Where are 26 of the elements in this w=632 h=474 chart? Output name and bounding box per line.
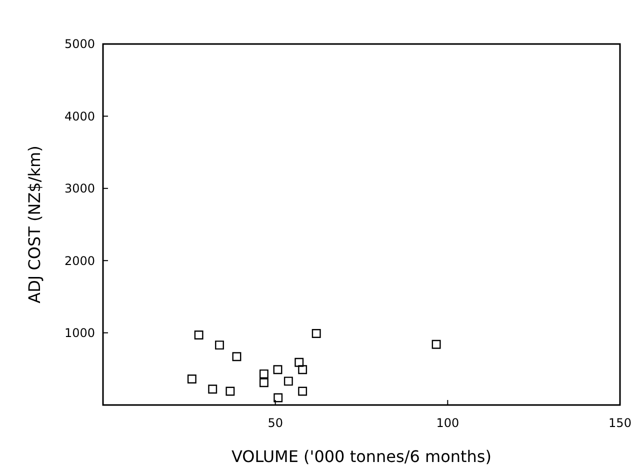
x-tick-label: 150 (608, 416, 632, 430)
point (273, 365, 282, 374)
y-tick-label: 2000 (64, 254, 95, 268)
y-tick-label: 1000 (64, 326, 95, 340)
point (284, 376, 293, 386)
point (259, 378, 268, 388)
y-axis-title: ADJ COST (NZ$/km) (25, 146, 44, 304)
point (312, 329, 321, 338)
point (432, 340, 441, 349)
point (194, 330, 204, 340)
x-tick-label: 50 (268, 416, 283, 430)
y-tick-label: 3000 (64, 182, 95, 196)
point (232, 352, 242, 362)
point (294, 358, 304, 367)
point (208, 384, 218, 394)
point (274, 393, 283, 402)
point (298, 386, 308, 396)
point (226, 386, 235, 396)
x-tick-label: 100 (436, 416, 460, 430)
x-axis-title: VOLUME ('000 tonnes/6 months) (231, 447, 492, 466)
point (187, 374, 196, 384)
y-tick-label: 5000 (64, 37, 95, 52)
point (215, 340, 224, 350)
point (259, 369, 268, 378)
point (298, 365, 308, 374)
y-tick-label: 4000 (64, 109, 95, 124)
